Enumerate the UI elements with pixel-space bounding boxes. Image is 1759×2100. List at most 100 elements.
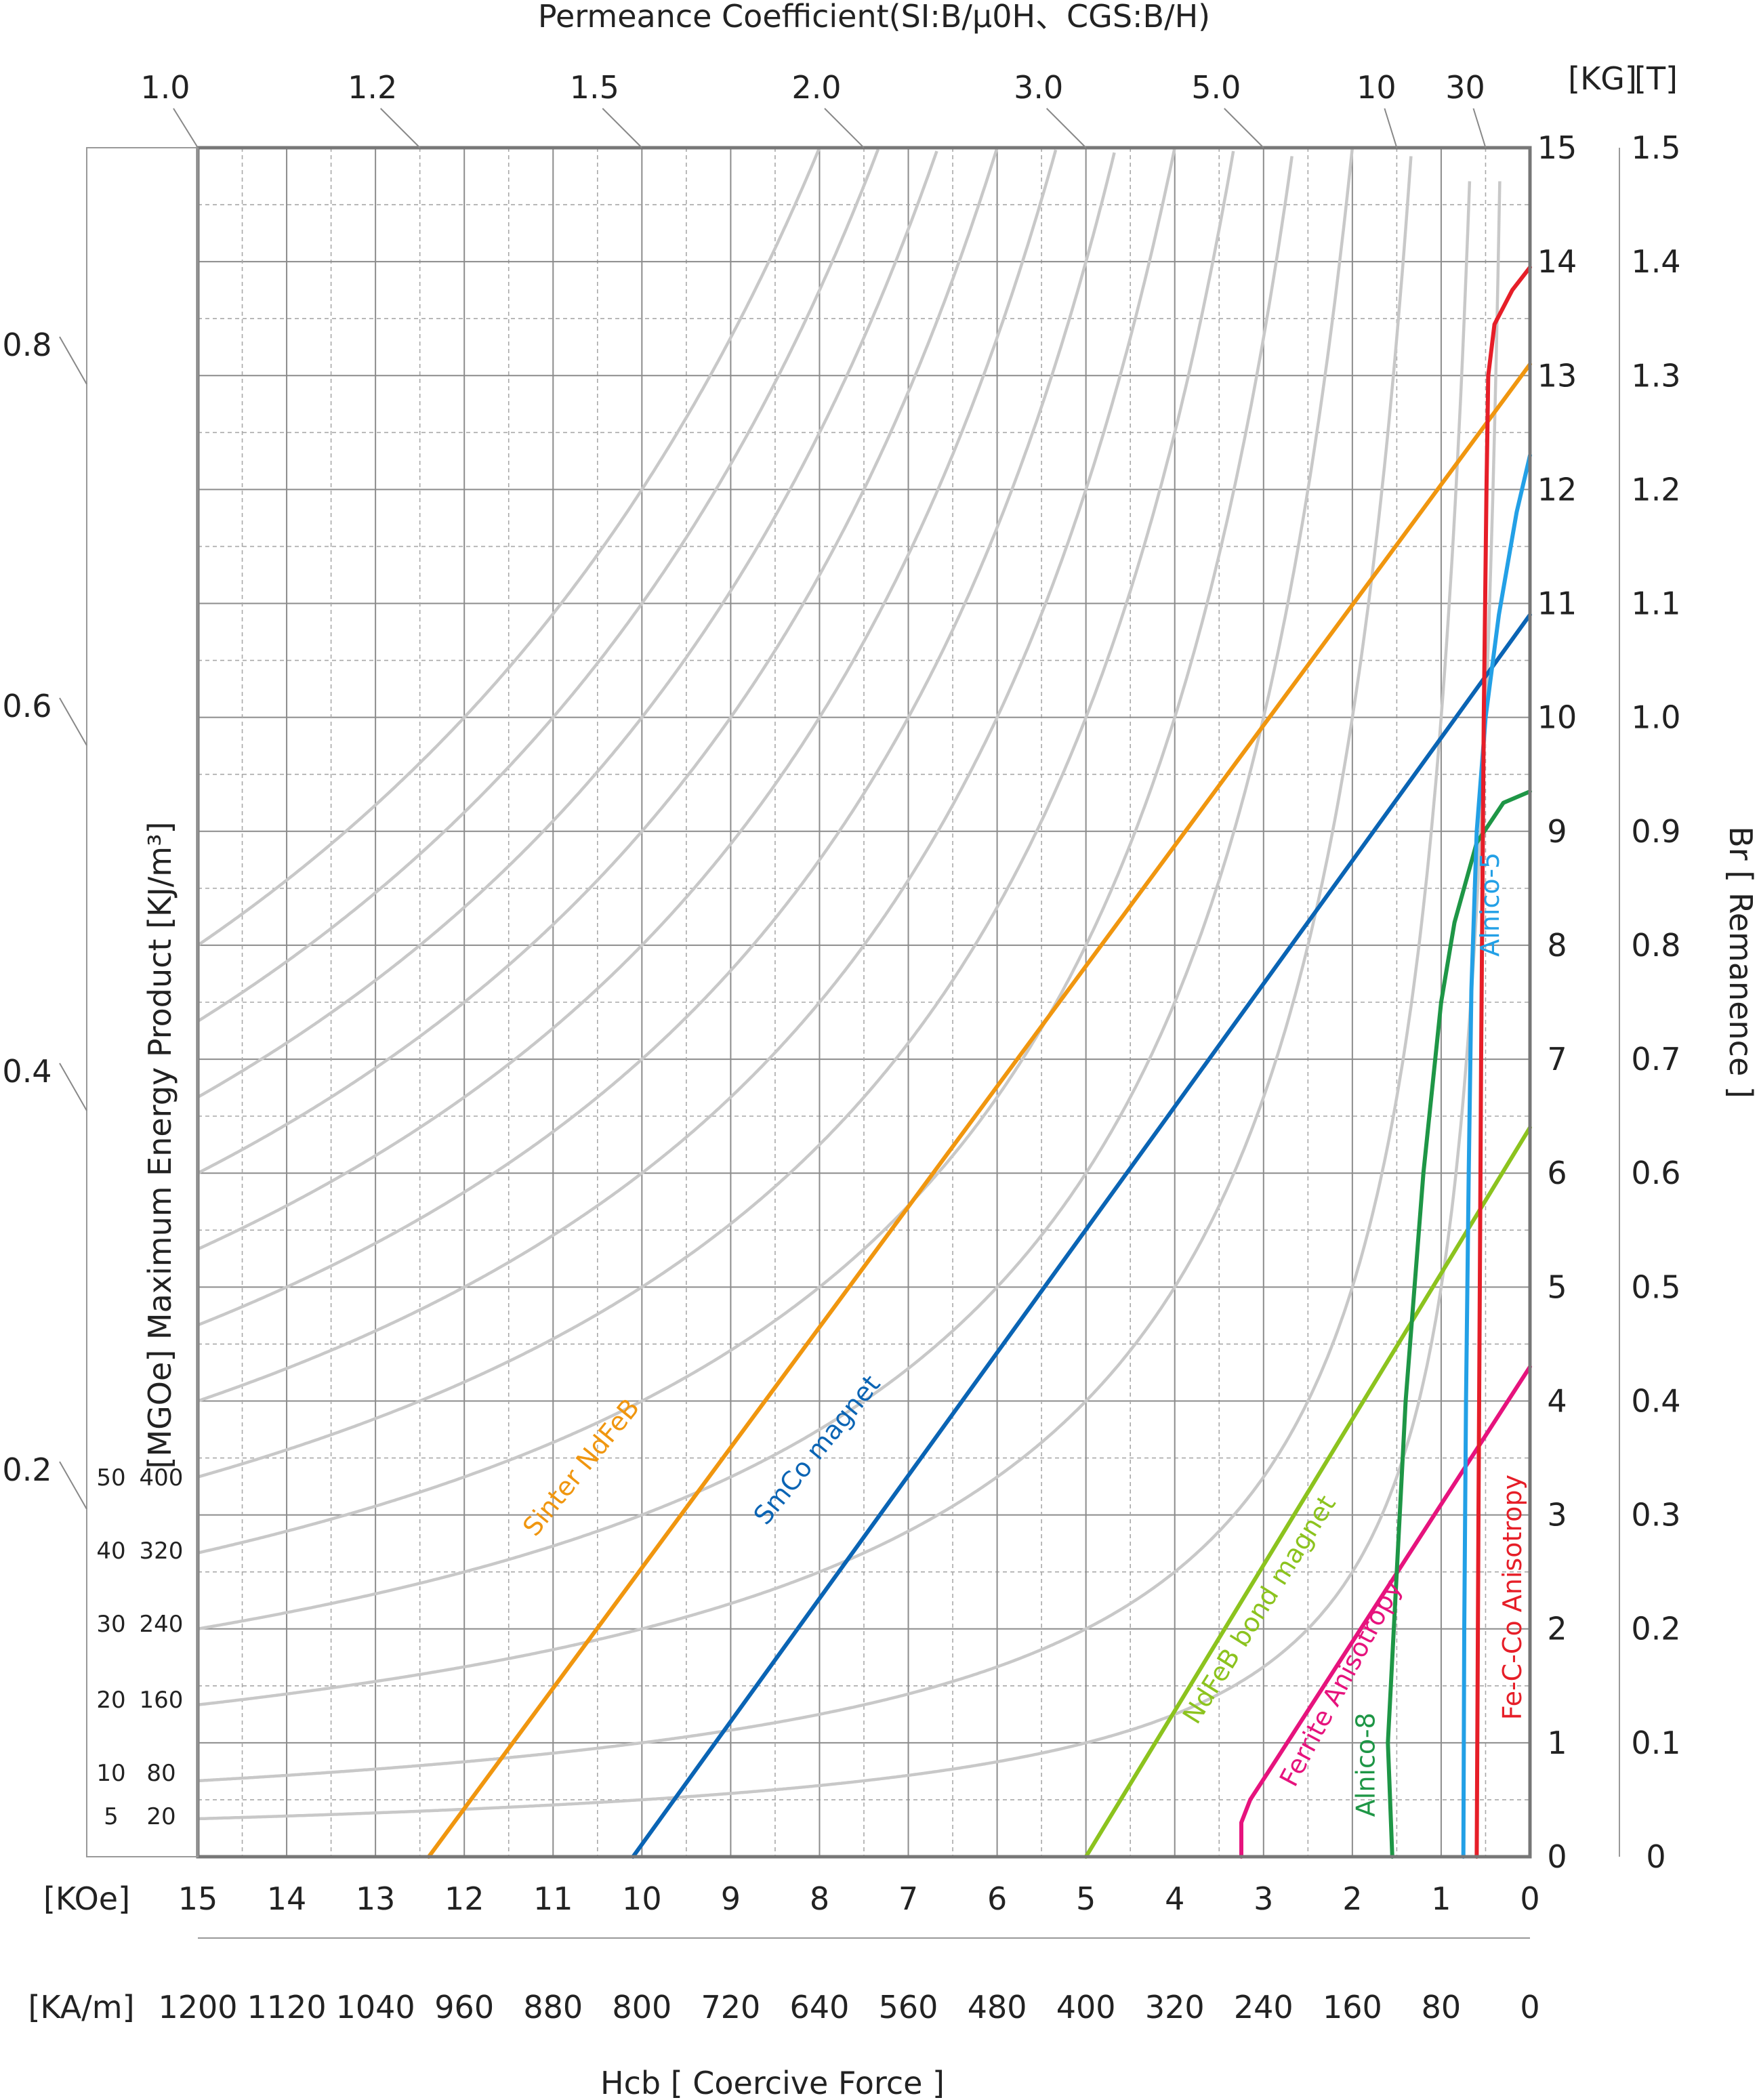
y-tick-kg: 15 [1537,129,1577,166]
permeance-tick-label: 30 [1445,69,1485,106]
y-tick-t: 0.5 [1631,1269,1680,1305]
energy-contour-20 [197,156,1413,1707]
energy-contour-40 [197,156,1294,1555]
x-tick-kam: 0 [1520,1989,1539,2025]
y-tick-t: 0.7 [1631,1041,1680,1077]
permeance-tick-label: 1.0 [140,69,190,106]
y-tick-t: 1.0 [1631,699,1680,736]
permeance-tick-mark [1384,108,1398,148]
y-tick-t: 1.1 [1631,585,1680,622]
energy-contour-label-mgoe: 10 [96,1760,125,1787]
permeance-tick-label: 1.2 [348,69,397,106]
energy-contour-80 [197,149,1058,1251]
y-tick-t: 1.5 [1631,129,1680,166]
pc-scale-label: 0.6 [2,688,51,724]
x-tick-koe: 10 [622,1880,662,1917]
y-tick-kg: 6 [1547,1155,1567,1191]
energy-contours [196,147,1502,1821]
energy-contour-label-mgoe: 50 [96,1464,125,1491]
x-tick-koe: 8 [810,1880,829,1917]
y-tick-kg: 14 [1537,243,1577,280]
x-tick-kam: 240 [1234,1989,1294,2025]
series-line-ferrite-anisotropy [1239,1365,1532,1859]
permeance-tick-mark [379,108,421,148]
series-label-fe-c-co-anisotropy: Fe-C-Co Anisotropy [1497,1475,1527,1720]
x-tick-koe: 14 [267,1880,307,1917]
permeance-tick-mark [1224,108,1264,148]
y-tick-t: 1.2 [1631,471,1680,508]
y-tick-kg: 10 [1537,699,1577,736]
y-tick-t: 0.1 [1631,1725,1680,1761]
x-tick-kam: 640 [790,1989,850,2025]
energy-contour-label-mgoe: 30 [96,1611,125,1638]
y-tick-t: 0.4 [1631,1382,1680,1419]
y-tick-t: 0 [1646,1838,1665,1875]
energy-contour-10 [197,181,1472,1783]
energy-contour-label-mgoe: 40 [96,1538,125,1565]
series-line-ndfeb-bond-magnet [1083,1125,1532,1859]
series-line-sinter-ndfeb [426,362,1532,1859]
y-tick-t: 1.4 [1631,243,1680,280]
energy-contour-100 [196,150,938,1099]
x-tick-koe: 4 [1165,1880,1184,1917]
y-tick-kg: 1 [1547,1725,1567,1761]
series-label-sinter-ndfeb: Sinter NdFeB [517,1393,645,1542]
x-unit-koe: [KOe] [43,1880,130,1917]
energy-contour-label-kjm3: 160 [140,1687,184,1714]
energy-contour-label-mgoe: 20 [96,1687,125,1714]
pc-scale-label: 0.4 [2,1053,51,1090]
permeance-tick-mark [824,108,865,148]
x-tick-koe: 6 [987,1880,1007,1917]
x-tick-koe: 9 [721,1880,741,1917]
x-tick-koe: 11 [533,1880,573,1917]
x-axis-title: Hcb [ Coercive Force ] [600,2065,945,2100]
permeance-tick-label: 10 [1357,69,1396,106]
pc-scale-label: 0.2 [2,1452,51,1488]
chart-title: Permeance Coefficient(SI:B/μ0H、CGS:B/H) [538,0,1210,35]
x-tick-kam: 80 [1422,1989,1462,2025]
x-tick-kam: 800 [612,1989,671,2025]
permeance-tick-label: 5.0 [1191,69,1241,106]
y-tick-t: 0.2 [1631,1611,1680,1647]
x-tick-kam: 960 [434,1989,494,2025]
y-tick-kg: 0 [1547,1838,1567,1875]
x-tick-koe: 0 [1520,1880,1539,1917]
x-tick-kam: 400 [1056,1989,1116,2025]
x-tick-koe: 1 [1431,1880,1451,1917]
energy-contour-50 [197,150,1235,1479]
energy-contour-90 [196,147,999,1175]
permeance-tick-label: 1.5 [570,69,619,106]
series-line-alnico-8 [1386,789,1532,1859]
energy-contour-label-kjm3: 320 [140,1538,184,1565]
energy-scale-strip [86,147,199,1857]
energy-contour-110 [196,148,880,1023]
permeance-tick-label: 3.0 [1014,69,1063,106]
y-axis-title-right: Br [ Remanence ] [1722,826,1759,1098]
energy-contour-120 [196,147,821,947]
energy-contour-label-kjm3: 80 [146,1760,175,1787]
y-tick-kg: 9 [1547,813,1567,850]
x-unit-kam: [KA/m] [28,1989,134,2025]
y-unit-t: [T] [1634,60,1678,97]
y-tick-kg: 5 [1547,1269,1567,1305]
y-tick-kg: 3 [1547,1497,1567,1533]
x-tick-kam: 880 [523,1989,583,2025]
grid [197,147,1531,1857]
y-tick-kg: 4 [1547,1382,1567,1419]
energy-contour-label-mgoe: 5 [104,1803,119,1830]
series-label-ndfeb-bond-magnet: NdFeB bond magnet [1177,1490,1342,1729]
y-tick-t: 0.3 [1631,1497,1680,1533]
x-tick-kam: 480 [968,1989,1027,2025]
x-tick-koe: 13 [356,1880,396,1917]
x-tick-kam: 720 [701,1989,760,2025]
permeance-tick-mark [1472,108,1487,148]
y-tick-kg: 8 [1547,927,1567,964]
x-tick-koe: 7 [898,1880,918,1917]
x-tick-koe: 5 [1076,1880,1096,1917]
x-tick-kam: 560 [879,1989,938,2025]
x-tick-koe: 2 [1342,1880,1362,1917]
pc-scale-mark [59,1461,87,1510]
energy-contour-label-kjm3: 400 [140,1464,184,1491]
